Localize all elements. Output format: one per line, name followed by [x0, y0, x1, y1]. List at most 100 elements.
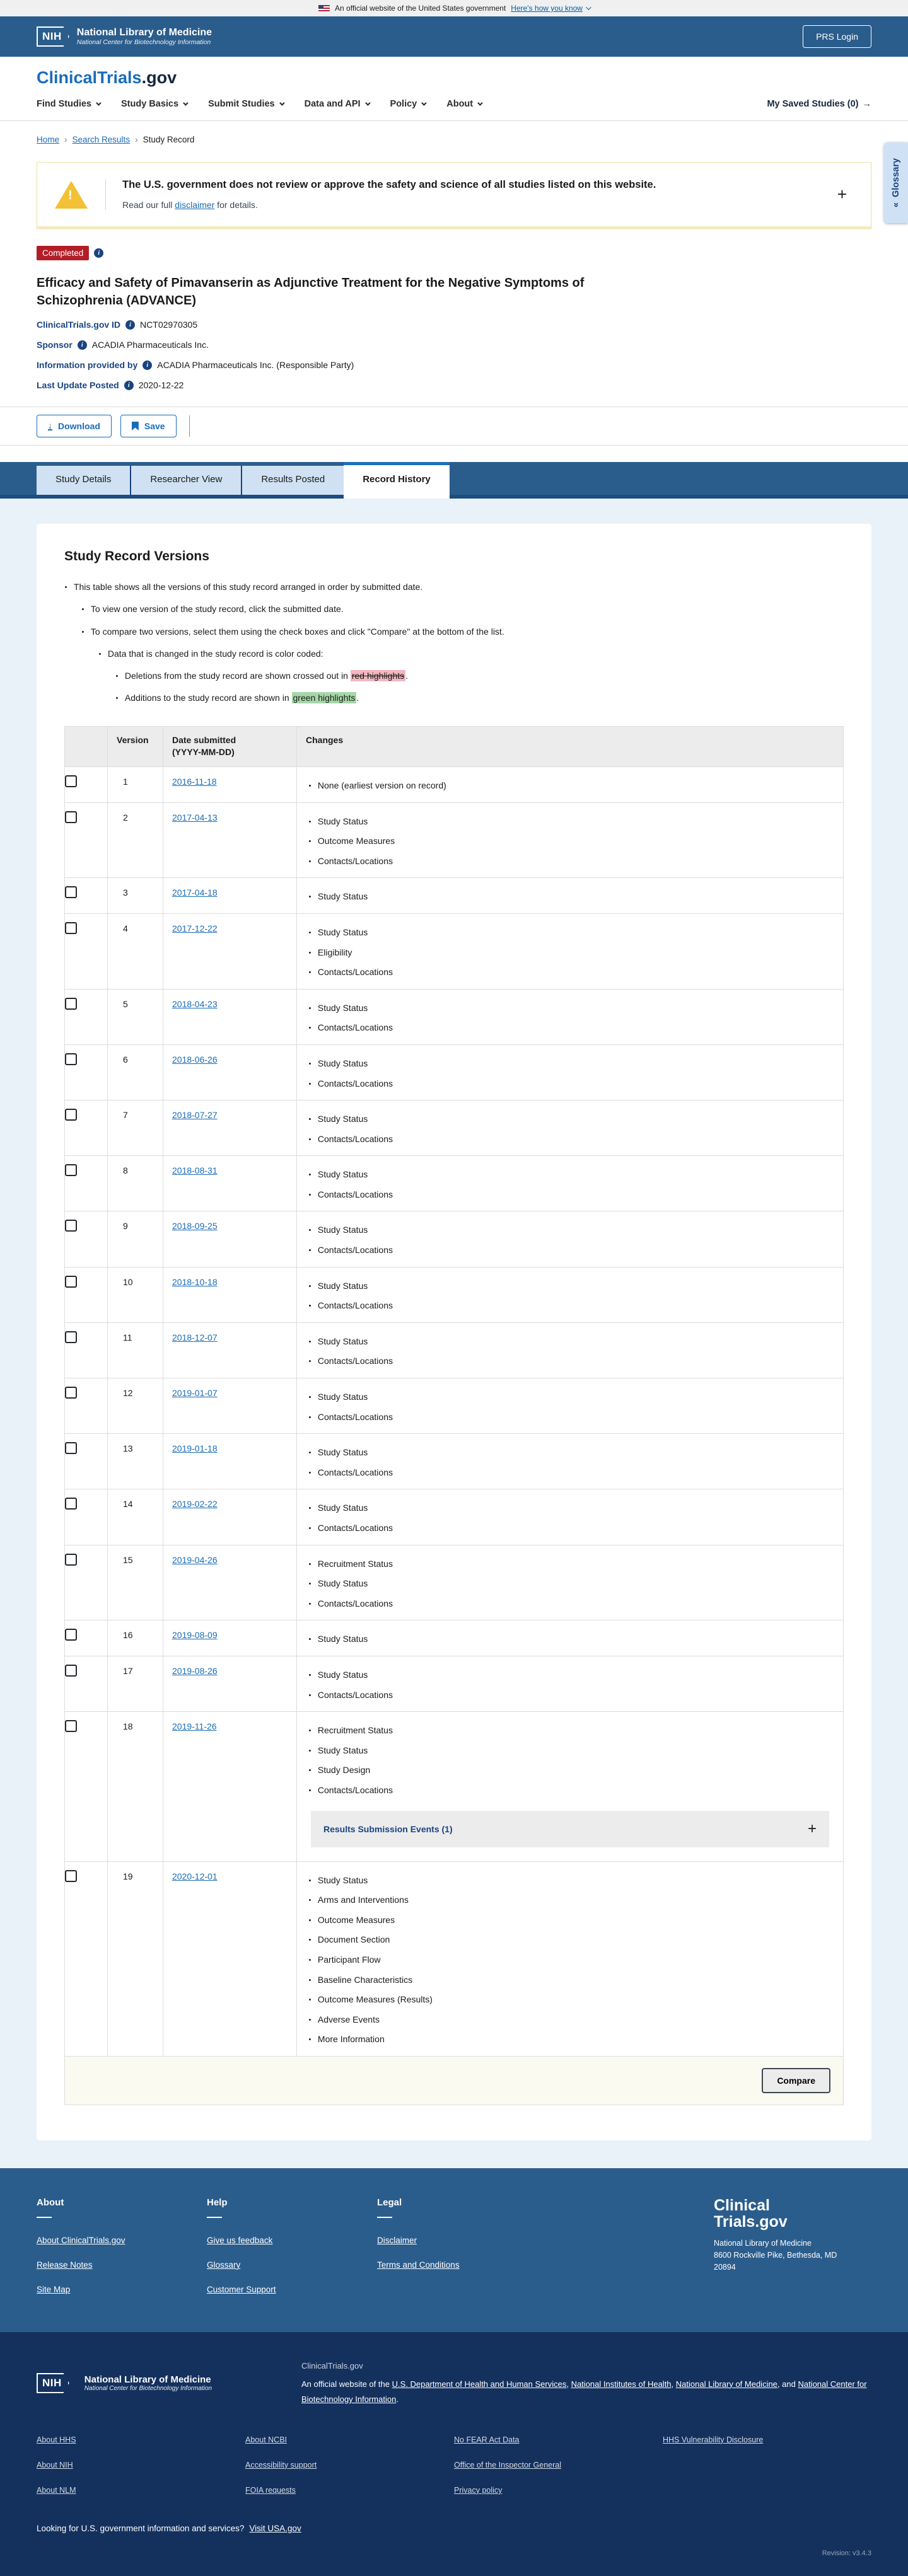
version-checkbox[interactable] [65, 775, 77, 787]
info-icon[interactable]: i [77, 340, 87, 350]
footer-link-disclaimer[interactable]: Disclaimer [377, 2235, 417, 2245]
download-button[interactable]: ↓ Download [37, 415, 112, 437]
footer-link-customer-support[interactable]: Customer Support [207, 2284, 276, 2294]
date-submitted-link[interactable]: 2018-10-18 [172, 1276, 218, 1287]
expand-disclaimer-icon[interactable]: + [837, 185, 847, 204]
clinicaltrials-logo[interactable]: ClinicalTrials.gov [37, 68, 177, 87]
official-link-national-institutes-of-health[interactable]: National Institutes of Health [571, 2379, 672, 2389]
version-checkbox[interactable] [65, 1387, 77, 1399]
nih-logo-footer[interactable]: NIH [37, 2372, 69, 2393]
change-label: More Information [317, 2034, 385, 2045]
version-checkbox[interactable] [65, 886, 77, 899]
nav-item-find-studies[interactable]: Find Studies [37, 99, 102, 109]
subfooter-link-privacy-policy[interactable]: Privacy policy [454, 2485, 503, 2495]
disclaimer-link[interactable]: disclaimer [175, 200, 215, 210]
breadcrumb-search-results[interactable]: Search Results [72, 135, 131, 144]
footer-link-release-notes[interactable]: Release Notes [37, 2260, 93, 2270]
version-checkbox[interactable] [65, 1331, 77, 1343]
nih-logo[interactable]: NIH [37, 26, 69, 47]
nav-item-policy[interactable]: Policy [390, 99, 427, 109]
version-checkbox[interactable] [65, 811, 77, 823]
footer-link-glossary[interactable]: Glossary [207, 2260, 241, 2270]
version-number: 9 [107, 1211, 163, 1268]
version-checkbox[interactable] [65, 1498, 77, 1510]
footer-link-site-map[interactable]: Site Map [37, 2284, 71, 2294]
date-submitted-link[interactable]: 2018-07-27 [172, 1110, 218, 1121]
subfooter-link-about-nih[interactable]: About NIH [37, 2460, 73, 2469]
info-icon[interactable]: i [124, 380, 134, 390]
subfooter-link-hhs-vulnerability-disclosure[interactable]: HHS Vulnerability Disclosure [663, 2435, 764, 2444]
date-submitted-link[interactable]: 2016-11-18 [172, 776, 217, 787]
version-checkbox[interactable] [65, 1553, 77, 1566]
version-checkbox[interactable] [65, 1629, 77, 1641]
version-checkbox[interactable] [65, 1869, 77, 1882]
date-submitted-link[interactable]: 2020-12-01 [172, 1871, 218, 1881]
subfooter-link-foia-requests[interactable]: FOIA requests [245, 2485, 296, 2495]
subfooter-link-about-ncbi[interactable]: About NCBI [245, 2435, 288, 2444]
footer-link-give-us-feedback[interactable]: Give us feedback [207, 2235, 273, 2245]
date-submitted-link[interactable]: 2018-08-31 [172, 1165, 218, 1176]
version-checkbox[interactable] [65, 1720, 77, 1733]
version-checkbox[interactable] [65, 997, 77, 1010]
heres-how-you-know-link[interactable]: Here's how you know [511, 4, 591, 13]
date-submitted-link[interactable]: 2017-04-18 [172, 887, 218, 898]
change-item: • Contacts/Locations [308, 1187, 832, 1203]
subfooter-link-no-fear-act-data[interactable]: No FEAR Act Data [454, 2435, 520, 2444]
status-info-icon[interactable]: i [94, 248, 104, 258]
date-submitted-link[interactable]: 2019-08-09 [172, 1630, 218, 1641]
date-submitted-link[interactable]: 2018-12-07 [172, 1332, 218, 1343]
prs-login-button[interactable]: PRS Login [803, 25, 871, 48]
results-submission-events-panel[interactable]: Results Submission Events (1) + [311, 1810, 829, 1847]
version-checkbox[interactable] [65, 921, 77, 934]
version-checkbox[interactable] [65, 1664, 77, 1677]
change-item: • Study Status [308, 1445, 832, 1460]
date-submitted-link[interactable]: 2018-09-25 [172, 1221, 218, 1232]
date-submitted-link[interactable]: 2017-04-13 [172, 812, 218, 823]
nav-item-data-and-api[interactable]: Data and API [305, 99, 371, 109]
meta-value: ACADIA Pharmaceuticals Inc. (Responsible… [157, 360, 354, 370]
subfooter-link-office-of-the-inspector-general[interactable]: Office of the Inspector General [454, 2460, 562, 2469]
date-submitted-link[interactable]: 2018-04-23 [172, 998, 218, 1009]
subfooter-link-about-hhs[interactable]: About HHS [37, 2435, 76, 2444]
tab-study-details[interactable]: Study Details [37, 466, 131, 495]
version-checkbox[interactable] [65, 1442, 77, 1455]
subfooter-link-about-nlm[interactable]: About NLM [37, 2485, 76, 2495]
nav-item-study-basics[interactable]: Study Basics [121, 99, 189, 109]
change-item: • Arms and Interventions [308, 1893, 832, 1908]
changes-column-header: Changes [296, 725, 844, 767]
meta-row-sponsor: Sponsor i ACADIA Pharmaceuticals Inc. [37, 340, 871, 350]
subfooter-link-accessibility-support[interactable]: Accessibility support [245, 2460, 317, 2469]
info-icon[interactable]: i [143, 360, 153, 370]
version-checkbox[interactable] [65, 1220, 77, 1232]
footer-link-terms-and-conditions[interactable]: Terms and Conditions [377, 2260, 460, 2270]
tab-researcher-view[interactable]: Researcher View [130, 466, 242, 495]
info-icon[interactable]: i [125, 320, 136, 330]
date-submitted-link[interactable]: 2019-01-07 [172, 1388, 218, 1399]
version-checkbox[interactable] [65, 1275, 77, 1288]
tab-results-posted[interactable]: Results Posted [241, 466, 344, 495]
my-saved-studies-link[interactable]: My Saved Studies (0) → [767, 99, 871, 109]
official-link-national-library-of-medicine[interactable]: National Library of Medicine [675, 2379, 777, 2389]
expand-plus-icon[interactable]: + [807, 1820, 817, 1837]
date-submitted-link[interactable]: 2019-02-22 [172, 1499, 218, 1510]
nav-item-submit-studies[interactable]: Submit Studies [208, 99, 285, 109]
glossary-side-tab[interactable]: « Glossary [884, 142, 908, 223]
date-submitted-link[interactable]: 2019-01-18 [172, 1443, 218, 1454]
date-submitted-link[interactable]: 2019-11-26 [172, 1721, 217, 1732]
version-checkbox[interactable] [65, 1164, 77, 1177]
date-submitted-link[interactable]: 2019-04-26 [172, 1554, 218, 1565]
date-submitted-link[interactable]: 2018-06-26 [172, 1054, 218, 1065]
visit-usa-gov-link[interactable]: Visit USA.gov [249, 2523, 301, 2533]
date-submitted-link[interactable]: 2019-08-26 [172, 1665, 218, 1676]
breadcrumb-home[interactable]: Home [37, 135, 60, 144]
chevron-down-icon [279, 100, 285, 106]
save-button[interactable]: Save [120, 415, 177, 437]
version-checkbox[interactable] [65, 1053, 77, 1065]
compare-button[interactable]: Compare [762, 2067, 830, 2093]
version-checkbox[interactable] [65, 1109, 77, 1121]
footer-link-about-clinicaltrials-gov[interactable]: About ClinicalTrials.gov [37, 2235, 125, 2245]
date-submitted-link[interactable]: 2017-12-22 [172, 923, 218, 933]
official-link-u-s-department-of-health-and-human-services[interactable]: U.S. Department of Health and Human Serv… [392, 2379, 567, 2389]
nav-item-about[interactable]: About [446, 99, 483, 109]
tab-record-history[interactable]: Record History [344, 462, 450, 499]
